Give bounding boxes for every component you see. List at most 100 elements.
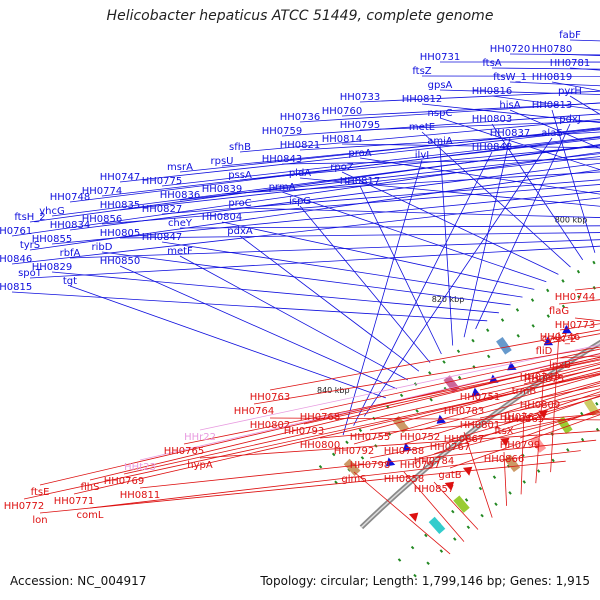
forward-gene-label: HH0816 xyxy=(472,86,513,97)
forward-gene-label: HH0781 xyxy=(550,58,591,69)
reverse-gene-label: HH0773 xyxy=(555,320,596,331)
kbp-label: 820 kbp xyxy=(432,295,465,304)
figure-title: Helicobacter hepaticus ATCC 51449, compl… xyxy=(106,8,494,24)
forward-leader xyxy=(179,225,600,229)
forward-gene-label: pyrH xyxy=(558,86,582,97)
reverse-leader xyxy=(139,439,597,489)
reverse-leader xyxy=(253,346,600,405)
reverse-leader xyxy=(199,344,600,431)
reverse-gene-label: HH0788 xyxy=(384,446,425,457)
reverse-leader xyxy=(479,362,600,391)
reverse-gene-label: HH0799 xyxy=(500,440,541,451)
forward-gene-label: ftsH_2 xyxy=(14,212,45,223)
reverse-gene-label: HH0746 xyxy=(540,332,581,343)
cog-block xyxy=(343,458,361,476)
reverse-gene-label: HH0772 xyxy=(4,501,45,512)
forward-leader xyxy=(239,118,600,153)
forward-gene-label: HH0774 xyxy=(82,186,123,197)
reverse-leader xyxy=(535,371,545,484)
forward-leader xyxy=(551,109,596,253)
reverse-gene-label: HH0764 xyxy=(234,406,275,417)
forward-gene-label: HH0813 xyxy=(532,100,573,111)
reverse-leader xyxy=(73,372,600,495)
forward-leader xyxy=(69,136,600,203)
forward-leader xyxy=(342,159,423,436)
reverse-leader xyxy=(574,287,600,291)
reverse-leader xyxy=(449,396,600,441)
reverse-gene-label: HH0769 xyxy=(104,476,145,487)
reverse-gene-label: HH0811 xyxy=(120,490,161,501)
forward-leader xyxy=(179,255,408,381)
forward-gene-label: rpsU xyxy=(211,156,234,167)
forward-gene-label: prmA xyxy=(269,182,296,193)
forward-leader xyxy=(299,177,600,207)
reverse-leader xyxy=(303,358,600,425)
reverse-leader xyxy=(269,417,600,421)
reverse-leader xyxy=(23,373,600,500)
forward-gene-label: sfhB xyxy=(229,142,251,153)
forward-gene-label: HH0819 xyxy=(532,72,573,83)
accession-text: Accession: NC_004917 xyxy=(10,574,147,588)
forward-leader xyxy=(491,95,600,111)
forward-gene-label: HH0747 xyxy=(100,172,141,183)
forward-gene-label: metE xyxy=(409,122,435,133)
forward-gene-label: msrA xyxy=(167,162,193,173)
reverse-leader xyxy=(550,331,560,473)
forward-leader xyxy=(359,157,600,195)
reverse-gene-label: HH0744 xyxy=(555,292,596,303)
forward-leader xyxy=(119,156,600,211)
summary-text: Topology: circular; Length: 1,799,146 bp… xyxy=(260,574,590,588)
forward-leader xyxy=(281,191,547,283)
forward-leader xyxy=(119,265,397,390)
forward-gene-label: HH0803 xyxy=(472,114,513,125)
forward-leader xyxy=(29,169,600,251)
forward-gene-label: HH0821 xyxy=(280,140,321,151)
reverse-leader xyxy=(123,367,600,475)
forward-gene-label: amiA xyxy=(427,136,453,147)
cog-block xyxy=(530,435,547,453)
reverse-leader xyxy=(89,356,600,481)
reverse-leader xyxy=(559,355,600,359)
genome-backbone xyxy=(359,339,600,530)
forward-leader xyxy=(359,90,600,103)
reverse-leader xyxy=(520,411,525,495)
forward-gene-label: tgt xyxy=(63,276,77,287)
forward-gene-label: cheY xyxy=(168,218,193,229)
forward-gene-label: proC xyxy=(228,198,251,209)
forward-leader xyxy=(421,103,600,123)
forward-gene-label: HH0847 xyxy=(142,232,183,243)
reverse-leader xyxy=(269,329,600,391)
forward-gene-label: HH0812 xyxy=(402,94,443,105)
forward-gene-label: HH0761 xyxy=(0,226,32,237)
forward-gene-label: pssA xyxy=(228,170,252,181)
reverse-gene-label: ftsE xyxy=(31,487,50,498)
forward-gene-label: HH0805 xyxy=(100,228,141,239)
cog-block xyxy=(583,398,600,416)
reverse-gene-label: HH0866 xyxy=(484,454,525,465)
forward-gene-label: ftsW_1 xyxy=(493,72,527,83)
forward-leader xyxy=(299,102,600,123)
reverse-gene-label: HH0771 xyxy=(54,496,95,507)
reverse-leader xyxy=(319,413,600,439)
reverse-leader xyxy=(353,471,451,555)
forward-gene-label: yhcG xyxy=(39,206,65,217)
reverse-gene-label: hypA xyxy=(187,460,213,471)
reverse-leader xyxy=(449,414,600,469)
reverse-leader xyxy=(479,394,600,419)
reverse-gene-arrow xyxy=(444,481,455,491)
reverse-leader xyxy=(463,431,493,518)
reverse-leader xyxy=(519,408,600,439)
forward-gene-label: ftsA xyxy=(482,58,501,69)
cog-block xyxy=(443,375,460,393)
forward-gene-label: nspC xyxy=(428,108,453,119)
reverse-gene-label: HH0762 xyxy=(500,412,541,423)
forward-leader xyxy=(491,123,584,261)
reverse-leader xyxy=(369,411,600,459)
cog-block xyxy=(392,415,410,434)
forward-gene-label: HH0850 xyxy=(100,256,141,267)
reverse-gene-label: HHt23 xyxy=(124,462,156,473)
reverse-gene-label: HH0865 xyxy=(504,414,545,425)
forward-gene-label: HH0731 xyxy=(420,52,461,63)
forward-gene-label: metF xyxy=(167,246,193,257)
